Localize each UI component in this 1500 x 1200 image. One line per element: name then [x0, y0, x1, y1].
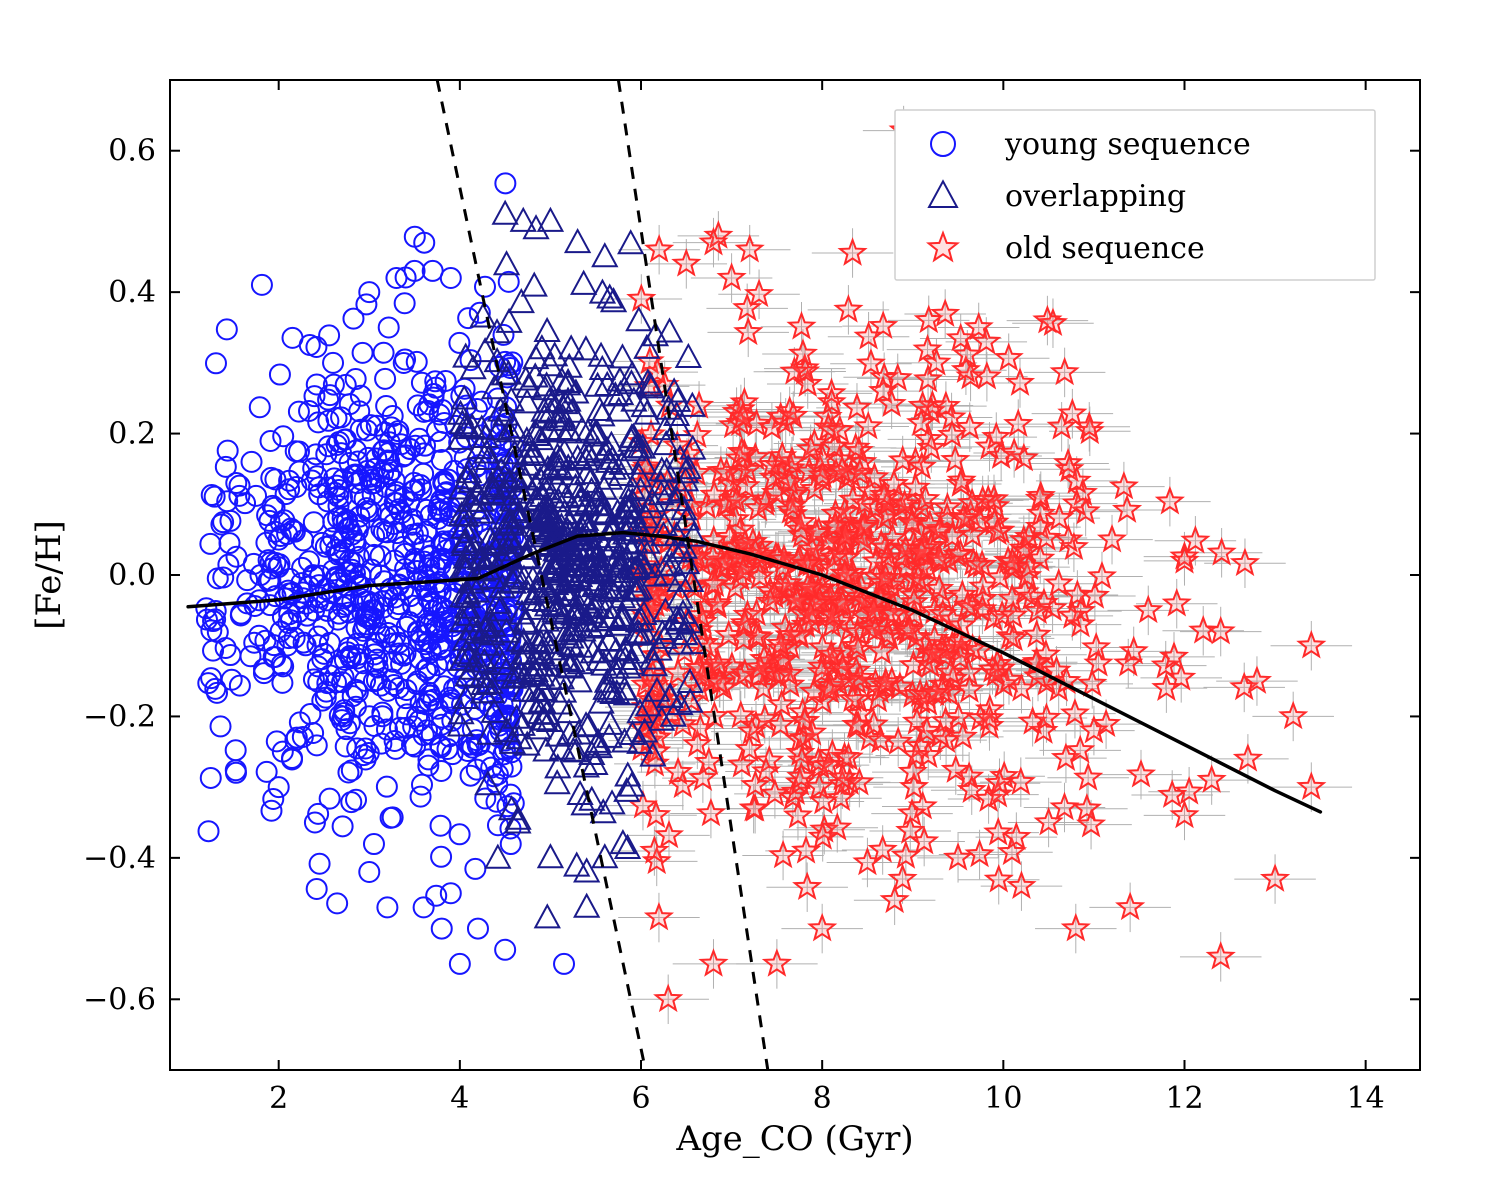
xtick-label: 12 [1165, 1081, 1203, 1116]
y-axis-label: [Fe/H] [29, 520, 69, 630]
scatter-chart: 2 4 6 8 10 12 14 −0.6 −0.4 −0.2 0.0 0.2 0.4 0.6 Age_CO… [0, 0, 1500, 1200]
xtick-label: 14 [1347, 1081, 1385, 1116]
legend: young sequence overlapping old sequence [895, 110, 1375, 280]
xtick-label: 10 [984, 1081, 1022, 1116]
x-axis-label: Age_CO (Gyr) [675, 1119, 913, 1159]
legend-label: young sequence [1004, 127, 1251, 162]
xtick-label: 8 [813, 1081, 832, 1116]
legend-label: old sequence [1005, 231, 1205, 266]
ytick-label: −0.6 [83, 982, 156, 1017]
ytick-label: 0.6 [108, 134, 156, 169]
ytick-label: −0.2 [83, 699, 156, 734]
xtick-label: 4 [450, 1081, 469, 1116]
legend-label: overlapping [1005, 179, 1186, 214]
ytick-label: 0.2 [108, 417, 156, 452]
ytick-label: 0.4 [108, 275, 156, 310]
xtick-label: 2 [269, 1081, 288, 1116]
ytick-label: −0.4 [83, 841, 156, 876]
ytick-label: 0.0 [108, 558, 156, 593]
xtick-label: 6 [631, 1081, 650, 1116]
chart-container: 2 4 6 8 10 12 14 −0.6 −0.4 −0.2 0.0 0.2 0.4 0.6 Age_CO… [0, 0, 1500, 1200]
